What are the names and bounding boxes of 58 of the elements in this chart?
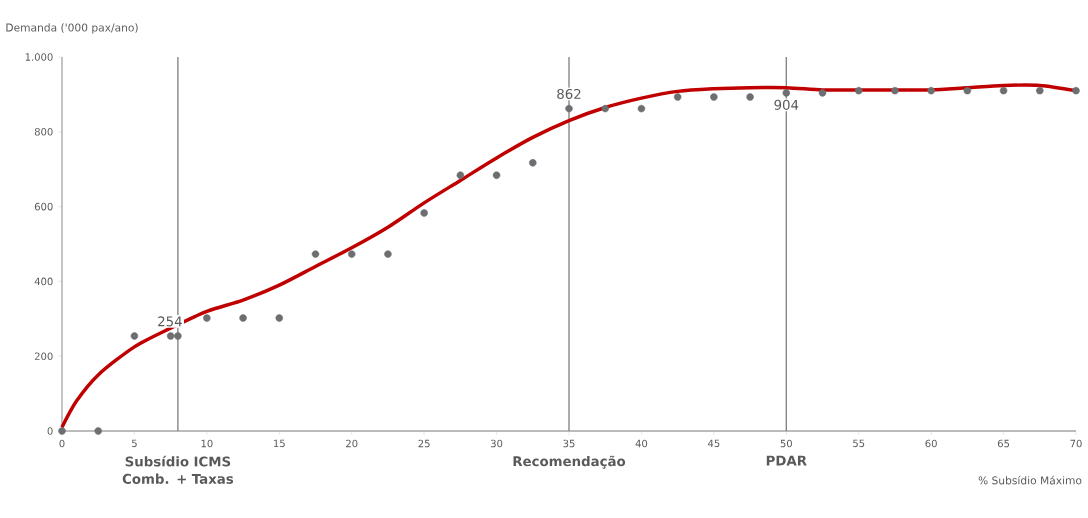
- point: [601, 104, 609, 113]
- point: [854, 86, 863, 95]
- x-tick-label: 70: [1070, 439, 1082, 448]
- point: [963, 86, 972, 95]
- x-tick-label: 65: [997, 439, 1010, 448]
- x-tick-label: 15: [274, 439, 285, 448]
- point: [529, 159, 537, 167]
- point: [999, 86, 1008, 95]
- point: [673, 93, 682, 101]
- point: [166, 332, 175, 340]
- point: [347, 250, 356, 258]
- point: [275, 314, 284, 322]
- point: [174, 332, 182, 340]
- point: [746, 93, 754, 101]
- point: [130, 332, 139, 340]
- y-tick-label: 400: [34, 277, 53, 286]
- x-tick-label: 25: [418, 439, 430, 448]
- point: [492, 171, 501, 179]
- point: [203, 314, 211, 322]
- annotation: 904: [774, 99, 799, 110]
- point: [565, 104, 573, 113]
- annotation: 862: [557, 88, 581, 100]
- x-tick-label: 35: [563, 439, 575, 448]
- point: [710, 93, 718, 101]
- x-tick-label: 0: [59, 439, 65, 448]
- x-tick-label: 30: [490, 439, 503, 448]
- x-tick-label: 55: [853, 439, 865, 448]
- point: [637, 104, 646, 113]
- point: [58, 427, 66, 435]
- point: [94, 427, 102, 435]
- x-tick-label: 40: [635, 439, 648, 448]
- y-tick-label: 200: [34, 352, 53, 360]
- point: [818, 89, 827, 97]
- x-tick-label: 50: [780, 439, 792, 448]
- x-tick-label: 10: [201, 439, 213, 448]
- point: [891, 86, 899, 95]
- ref-line-label: PDAR: [766, 455, 807, 466]
- y-axis-title: Demanda ('000 pax/ano): [6, 23, 138, 34]
- point: [420, 209, 428, 217]
- y-tick-label: 1.000: [25, 53, 53, 61]
- x-tick-label: 45: [707, 439, 720, 448]
- point: [384, 250, 392, 258]
- point: [782, 89, 791, 97]
- y-tick-label: 800: [34, 128, 53, 136]
- point: [927, 86, 935, 95]
- y-tick-label: 0: [47, 427, 53, 435]
- ref-line-label: Subsídio ICMS Comb. + Taxas: [122, 455, 234, 484]
- x-axis-title: % Subsídio Máximo: [978, 475, 1082, 485]
- y-tick-label: 600: [34, 202, 53, 211]
- point: [311, 250, 320, 258]
- x-tick-label: 20: [346, 439, 358, 448]
- point: [1036, 86, 1044, 95]
- x-tick-label: 60: [925, 439, 937, 448]
- point: [456, 171, 465, 179]
- x-tick-label: 5: [132, 439, 137, 448]
- point: [239, 314, 247, 322]
- annotation: 254: [158, 316, 182, 327]
- ref-line-label: Recomendação: [513, 455, 626, 469]
